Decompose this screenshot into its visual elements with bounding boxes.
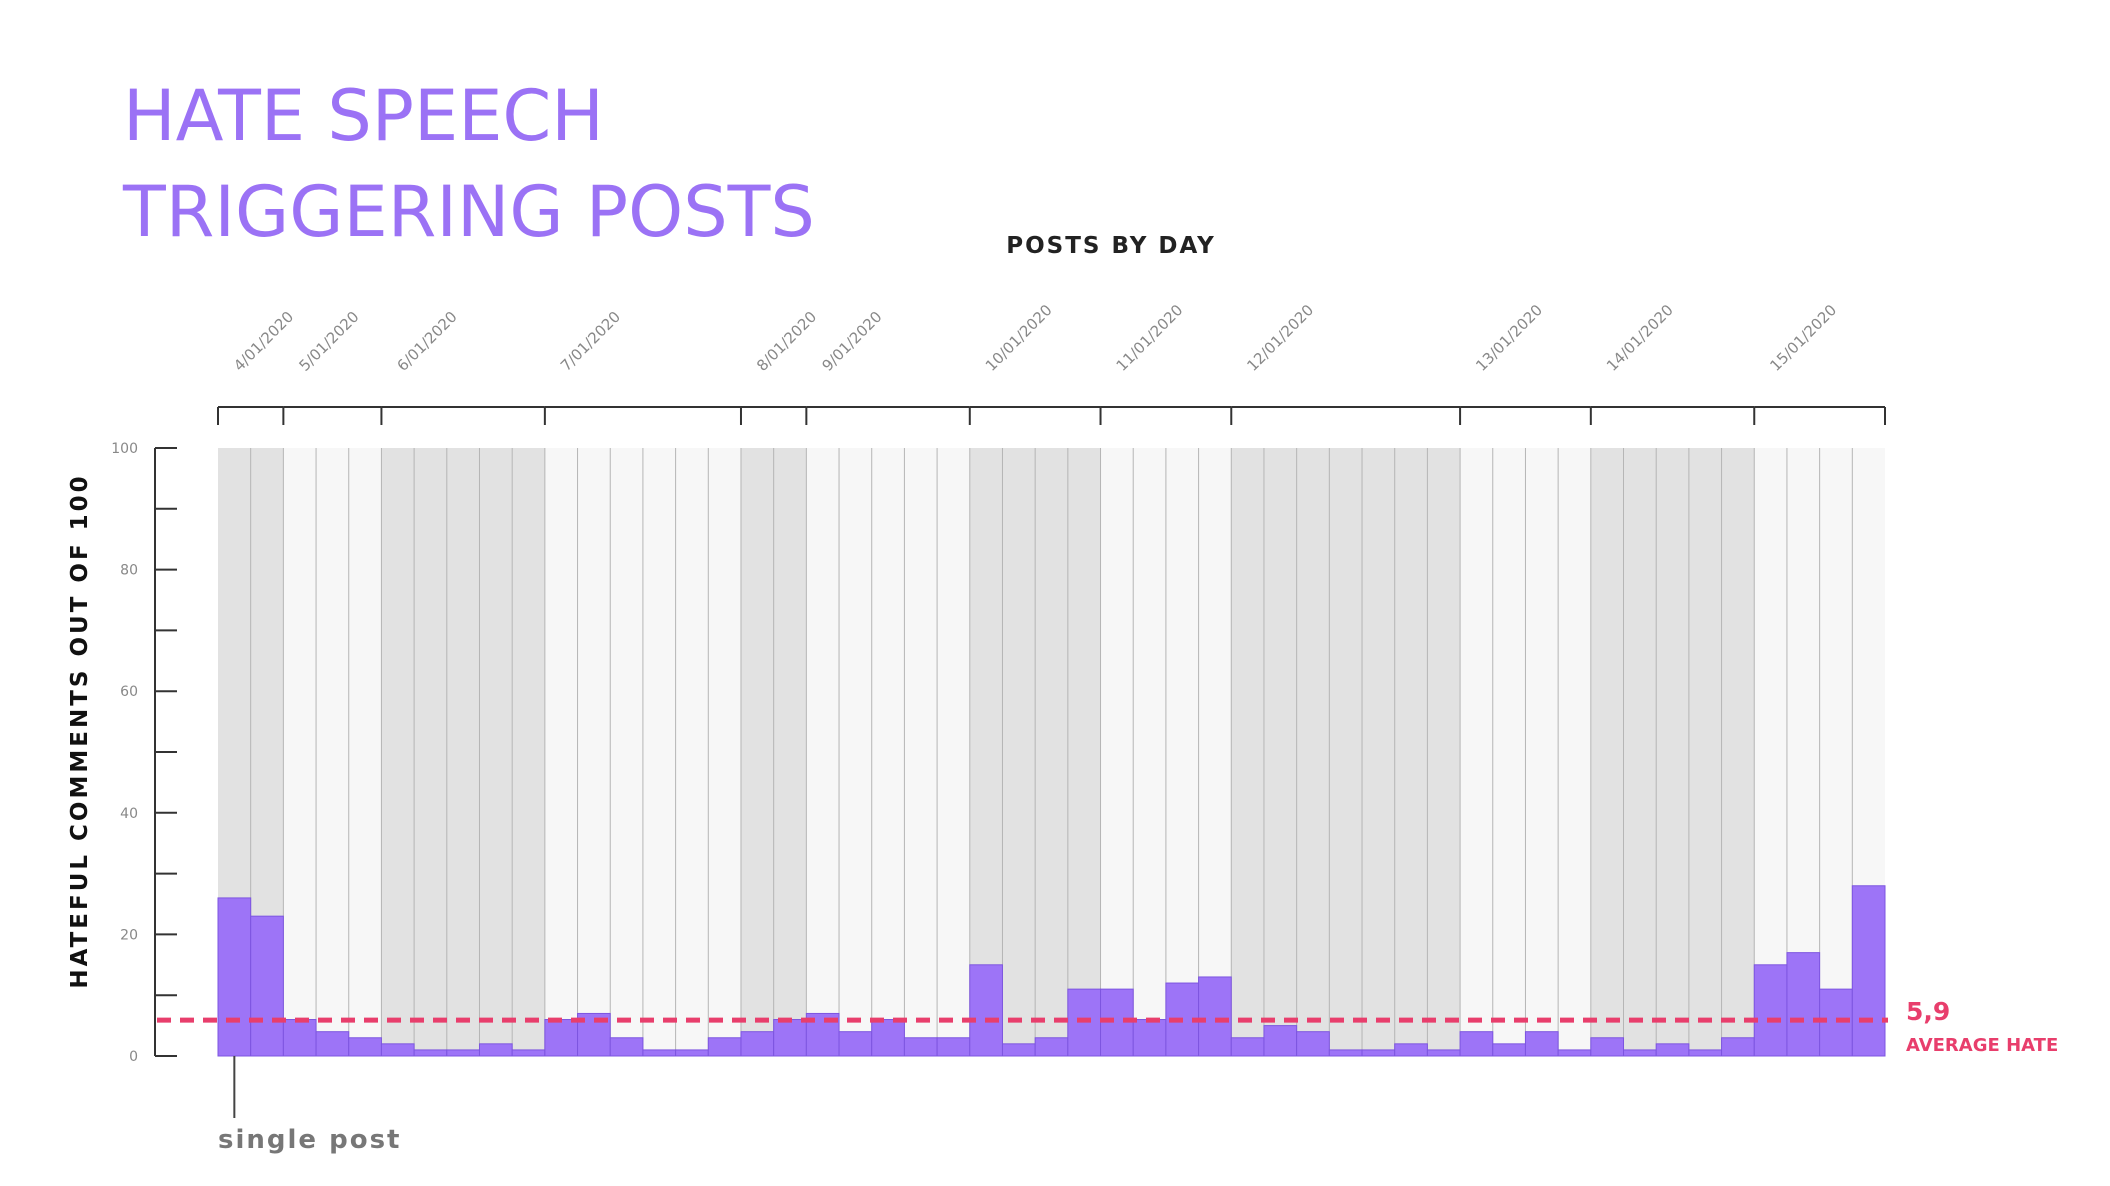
average-value-label: 5,9 bbox=[1906, 997, 1950, 1026]
bar bbox=[478, 1043, 513, 1057]
bar bbox=[675, 1049, 709, 1057]
bar bbox=[1263, 1025, 1298, 1057]
bar bbox=[1590, 1037, 1625, 1057]
bar bbox=[1721, 1037, 1755, 1057]
bar bbox=[511, 1049, 546, 1057]
bar bbox=[544, 1019, 579, 1057]
bar bbox=[740, 1031, 775, 1057]
day-label: 15/01/2020 bbox=[1766, 301, 1840, 375]
chart-subtitle: POSTS BY DAY bbox=[1006, 233, 1216, 259]
bar bbox=[1361, 1049, 1396, 1057]
bar bbox=[1230, 1037, 1265, 1057]
day-label: 5/01/2020 bbox=[295, 308, 362, 375]
bar bbox=[1034, 1037, 1069, 1057]
day-band bbox=[1590, 448, 1755, 1056]
bar bbox=[1753, 964, 1788, 1057]
bar bbox=[1132, 1019, 1167, 1057]
day-band bbox=[381, 448, 545, 1056]
bar bbox=[1655, 1043, 1690, 1057]
bar bbox=[903, 1037, 938, 1057]
day-label: 12/01/2020 bbox=[1243, 301, 1317, 375]
day-label: 7/01/2020 bbox=[557, 308, 624, 375]
y-tick-label: 0 bbox=[129, 1049, 138, 1065]
bar bbox=[773, 1019, 807, 1057]
bar bbox=[413, 1049, 448, 1057]
bar bbox=[871, 1019, 905, 1057]
bar bbox=[1198, 976, 1232, 1057]
bar bbox=[1492, 1043, 1526, 1057]
bar bbox=[838, 1031, 873, 1057]
bar bbox=[217, 897, 252, 1057]
y-tick-label: 60 bbox=[120, 684, 138, 700]
chart-title: TRIGGERING POSTS bbox=[122, 171, 815, 253]
bar bbox=[969, 964, 1003, 1057]
chart-title: HATE SPEECH bbox=[123, 75, 604, 157]
bar bbox=[1394, 1043, 1428, 1057]
bar bbox=[1557, 1049, 1592, 1057]
bar bbox=[380, 1043, 415, 1057]
day-label: 14/01/2020 bbox=[1603, 301, 1677, 375]
y-tick-label: 20 bbox=[120, 927, 138, 943]
bar bbox=[1296, 1031, 1330, 1057]
day-label: 13/01/2020 bbox=[1472, 301, 1546, 375]
day-band bbox=[283, 448, 382, 1056]
bar bbox=[250, 915, 284, 1057]
y-tick-label: 40 bbox=[120, 806, 138, 822]
bar bbox=[446, 1049, 480, 1057]
bar bbox=[642, 1049, 677, 1057]
day-label: 10/01/2020 bbox=[982, 301, 1056, 375]
bar bbox=[1328, 1049, 1363, 1057]
average-name: AVERAGE HATE bbox=[1906, 1035, 2058, 1056]
bar bbox=[1001, 1043, 1036, 1057]
day-band bbox=[806, 448, 970, 1056]
y-tick-label: 100 bbox=[111, 441, 138, 457]
day-label: 9/01/2020 bbox=[818, 308, 885, 375]
y-tick-label: 80 bbox=[120, 563, 138, 579]
bar bbox=[1459, 1031, 1494, 1057]
bar bbox=[936, 1037, 971, 1057]
bar bbox=[1524, 1031, 1559, 1057]
bar bbox=[1786, 952, 1821, 1057]
y-axis-title: HATEFUL COMMENTS OUT OF 100 bbox=[67, 473, 93, 988]
bar bbox=[1426, 1049, 1461, 1057]
bar bbox=[1623, 1049, 1657, 1057]
day-band bbox=[1231, 448, 1461, 1056]
annotation: single post bbox=[218, 1125, 401, 1155]
bar bbox=[282, 1019, 317, 1057]
day-label: 6/01/2020 bbox=[394, 308, 461, 375]
day-label: 4/01/2020 bbox=[230, 308, 297, 375]
bar bbox=[1851, 885, 1886, 1057]
bar bbox=[1688, 1049, 1723, 1057]
day-label: 11/01/2020 bbox=[1113, 301, 1187, 375]
day-label: 8/01/2020 bbox=[753, 308, 820, 375]
bar bbox=[707, 1037, 742, 1057]
bar bbox=[315, 1031, 350, 1057]
bar bbox=[609, 1037, 644, 1057]
bar bbox=[348, 1037, 382, 1057]
